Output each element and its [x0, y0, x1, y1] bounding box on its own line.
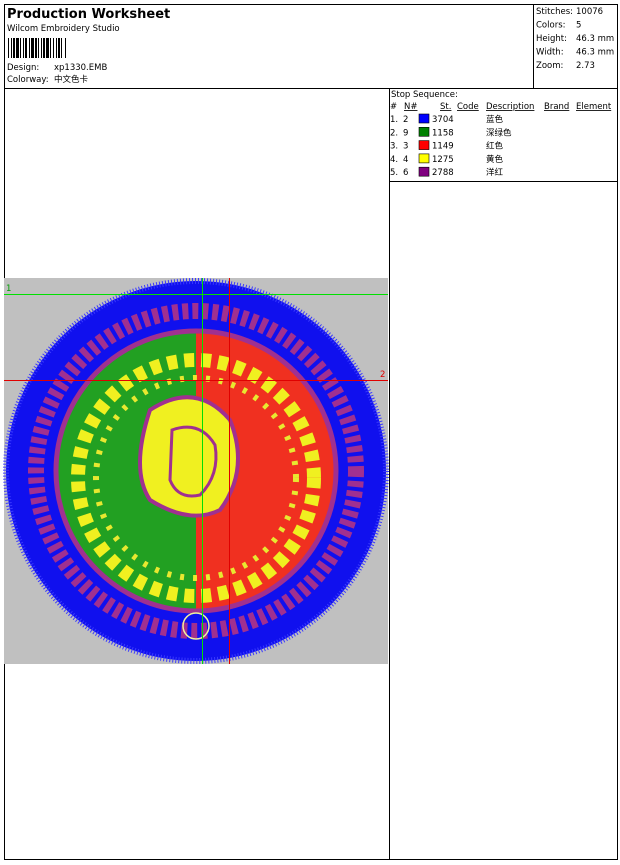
emblem	[168, 425, 218, 498]
label: Design:	[7, 63, 39, 73]
bar	[11, 38, 12, 58]
label: Colorway:	[7, 75, 49, 85]
swatch	[418, 127, 430, 137]
stitches: 1158	[432, 128, 454, 138]
bar	[46, 38, 49, 58]
column-header: Brand	[544, 102, 569, 112]
guide-label: 1	[6, 284, 11, 294]
bar	[61, 38, 62, 58]
column-header: N#	[404, 102, 417, 112]
bar	[13, 38, 15, 58]
bar	[65, 38, 66, 58]
stop-table: # N# St. Code Description Brand Element 1. 2 3704…	[390, 102, 612, 178]
guide-label: 2	[380, 370, 385, 380]
laurel	[93, 375, 299, 581]
description: 深绿色	[486, 127, 512, 138]
stat-value: 2.73	[576, 61, 595, 71]
laurel	[71, 353, 321, 603]
bar	[38, 38, 39, 58]
needle: 2	[403, 115, 408, 125]
column-header: Code	[457, 102, 479, 112]
design: xp1330.EMB	[54, 63, 107, 73]
swatch	[418, 166, 430, 177]
column-header: Element	[576, 102, 612, 112]
inner-edge	[53, 328, 339, 614]
stitches: 1149	[432, 142, 454, 152]
bar	[16, 38, 19, 58]
colorway: 中文色卡	[54, 74, 89, 85]
column-header: Description	[486, 102, 534, 112]
stat-label: Width:	[536, 48, 564, 58]
index: 2.	[390, 128, 398, 138]
stat-value: 46.3 mm	[576, 48, 614, 58]
stitches: 2788	[432, 168, 454, 178]
bar	[50, 38, 51, 58]
column-header: St.	[440, 102, 451, 112]
marker	[182, 612, 210, 640]
index: 1.	[390, 115, 398, 125]
swatch	[418, 113, 430, 124]
needle: 9	[403, 128, 408, 138]
bar	[56, 38, 57, 58]
bar	[20, 38, 21, 58]
bar	[58, 38, 60, 58]
needle: 4	[403, 155, 408, 165]
index: 5.	[390, 168, 398, 178]
barcode	[8, 38, 66, 58]
bar	[29, 38, 30, 58]
design-preview: 1 2	[3, 278, 389, 664]
bar	[43, 38, 45, 58]
stat-label: Stitches:	[536, 7, 573, 17]
bar	[41, 38, 42, 58]
stop-title: Stop Sequence:	[391, 90, 458, 100]
needle: 6	[403, 168, 408, 178]
right-half	[196, 331, 336, 611]
bar	[35, 38, 37, 58]
bar	[31, 38, 34, 58]
stat-value: 46.3 mm	[576, 34, 614, 44]
text-ring	[28, 303, 364, 639]
stat-value: 10076	[576, 7, 603, 17]
bar	[53, 38, 54, 58]
stat-label: Zoom:	[536, 61, 563, 71]
index: 3.	[390, 142, 398, 152]
bar	[8, 38, 9, 58]
description: 蓝色	[486, 114, 504, 125]
swatch	[418, 140, 430, 150]
column-header: #	[390, 102, 397, 112]
bar	[23, 38, 24, 58]
description: 洋红	[486, 167, 504, 178]
stat-label: Colors:	[536, 21, 565, 31]
index: 4.	[390, 155, 398, 165]
bar	[25, 38, 27, 58]
stat-label: Height:	[536, 34, 567, 44]
needle: 3	[403, 142, 408, 152]
emblem	[138, 395, 240, 518]
swatch	[418, 153, 430, 164]
stitches: 3704	[432, 115, 454, 125]
title: Production Worksheet	[7, 7, 170, 22]
stats: Stitches: 10076 Colors: 5 Height: 46.3 mm Widt…	[536, 7, 614, 71]
stat-value: 5	[576, 21, 581, 31]
software: Wilcom Embroidery Studio	[7, 24, 120, 34]
stitches: 1275	[432, 155, 454, 165]
description: 黄色	[486, 154, 504, 165]
description: 红色	[486, 141, 504, 152]
